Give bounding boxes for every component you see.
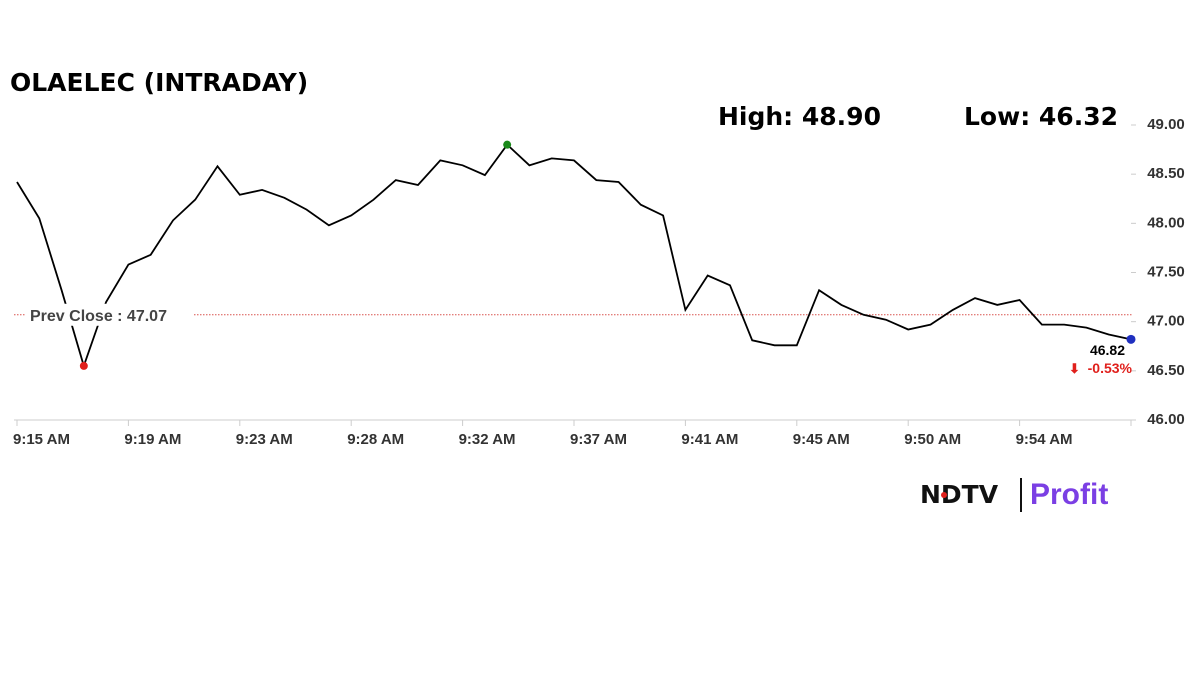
price-line bbox=[16, 143, 1132, 369]
prev-close-label: Prev Close : 47.07 bbox=[30, 308, 167, 325]
high-label: High: 48.90 bbox=[718, 102, 881, 131]
y-tick-label: 49.00 bbox=[1147, 116, 1185, 133]
low-dot bbox=[79, 361, 88, 370]
x-tick-label: 9:37 AM bbox=[570, 431, 627, 448]
x-tick-label: 9:45 AM bbox=[793, 431, 850, 448]
x-tick-label: 9:23 AM bbox=[236, 431, 293, 448]
y-tick-label: 47.00 bbox=[1147, 313, 1185, 330]
brand-dot bbox=[941, 492, 947, 498]
brand-logo: NDTV Profit bbox=[920, 478, 1108, 512]
last-price-label: 46.82 bbox=[1090, 342, 1125, 358]
y-tick-label: 48.00 bbox=[1147, 214, 1185, 231]
x-tick-label: 9:28 AM bbox=[347, 431, 404, 448]
prev-close-bg bbox=[26, 303, 194, 326]
high-dot bbox=[503, 140, 512, 149]
change-arrow: ⬇ bbox=[1069, 361, 1080, 376]
x-tick-label: 9:15 AM bbox=[13, 431, 70, 448]
x-tick-label: 9:54 AM bbox=[1016, 431, 1073, 448]
x-tick-label: 9:50 AM bbox=[904, 431, 961, 448]
x-tick-label: 9:32 AM bbox=[459, 431, 516, 448]
y-tick-label: 46.50 bbox=[1147, 362, 1185, 379]
last-dot bbox=[1126, 334, 1136, 344]
low-label: Low: 46.32 bbox=[964, 102, 1118, 131]
brand-name: NDTV bbox=[920, 480, 999, 509]
x-tick-label: 9:19 AM bbox=[124, 431, 181, 448]
change-label: -0.53% bbox=[1088, 360, 1133, 376]
chart-title: OLAELEC (INTRADAY) bbox=[10, 68, 308, 97]
brand-product: Profit bbox=[1030, 478, 1108, 511]
x-tick-label: 9:41 AM bbox=[681, 431, 738, 448]
y-tick-label: 46.00 bbox=[1147, 411, 1185, 428]
y-tick-label: 47.50 bbox=[1147, 263, 1185, 280]
y-tick-label: 48.50 bbox=[1147, 165, 1185, 182]
